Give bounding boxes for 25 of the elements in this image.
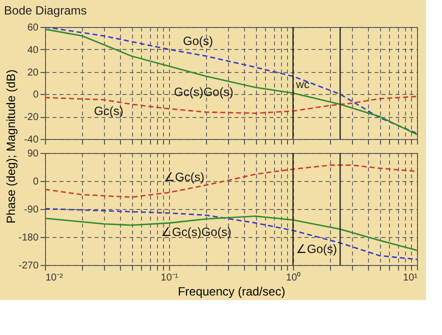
- x-tick-label: 10⁰: [286, 272, 302, 284]
- y-tick-label: -40: [24, 134, 39, 146]
- y-tick-label: 90: [27, 148, 39, 160]
- y-tick-label: -270: [18, 260, 39, 272]
- annotation: Gc(s): [94, 104, 124, 118]
- x-axis-title: Frequency (rad/sec): [178, 284, 286, 298]
- x-tick-label: 10¹: [403, 272, 418, 284]
- x-tick-label: 10⁻¹: [160, 272, 179, 284]
- y-tick-label: 40: [27, 44, 39, 56]
- y-tick-label: -90: [24, 204, 39, 216]
- y-tick-label: -180: [18, 232, 39, 244]
- ref-line-label: wc: [295, 79, 310, 92]
- annotation: ∠Go(s): [296, 242, 338, 256]
- annotation: Gc(s)Go(s): [174, 85, 234, 99]
- y-tick-label: 60: [27, 22, 39, 34]
- y-tick-label: 0: [32, 90, 39, 101]
- y-tick-label: 20: [27, 67, 39, 78]
- y-tick-label: -20: [24, 112, 39, 124]
- y-axis-title: Phase (deg); Magnitude (dB): [4, 69, 18, 224]
- annotation: ∠Gc(s): [164, 170, 204, 184]
- x-tick-label: 10⁻²: [46, 272, 64, 284]
- annotation: ∠Gc(s)Go(s): [161, 225, 232, 239]
- annotation: Go(s): [183, 34, 214, 48]
- y-tick-label: 0: [32, 176, 39, 188]
- chart-title: Bode Diagrams: [4, 4, 87, 18]
